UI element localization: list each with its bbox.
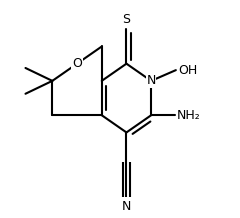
Text: S: S: [122, 13, 131, 26]
Text: N: N: [146, 74, 156, 87]
Text: OH: OH: [178, 64, 197, 77]
Text: NH₂: NH₂: [177, 109, 201, 122]
Text: N: N: [122, 200, 131, 213]
Text: O: O: [72, 57, 82, 70]
